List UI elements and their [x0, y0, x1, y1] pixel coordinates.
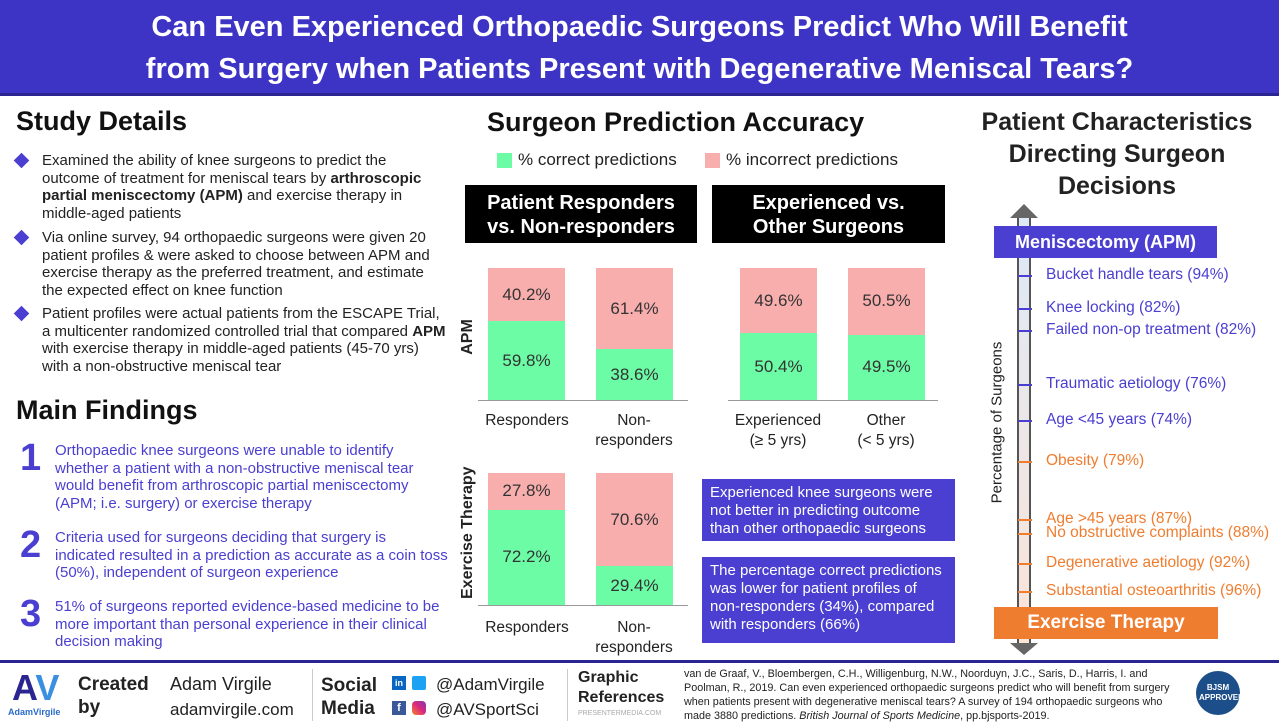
arrow-up-icon: [1010, 204, 1038, 218]
scale-tick: [1018, 519, 1032, 521]
characteristic-item: Bucket handle tears (94%): [1046, 266, 1229, 283]
axis-line: [478, 605, 688, 606]
category-label: Other (< 5 yrs): [857, 412, 915, 449]
characteristic-item: Age <45 years (74%): [1046, 411, 1193, 428]
references-label: References: [578, 689, 665, 706]
scale-tick: [1018, 533, 1032, 535]
handle-twitter[interactable]: @AdamVirgile: [436, 675, 545, 694]
characteristic-item: Failed non-op treatment (82%): [1046, 321, 1257, 338]
characteristic-item: Knee locking (82%): [1046, 299, 1181, 316]
category-label: Responders: [485, 412, 569, 429]
category-label: Non-responders: [595, 619, 673, 656]
bar-segment-correct: 49.5%: [848, 334, 925, 400]
note-responders: The percentage correct predictions was l…: [702, 557, 955, 643]
scale-tick: [1018, 420, 1032, 422]
axis-label: Percentage of Surgeons: [988, 341, 1006, 504]
logo-icon: AV: [12, 667, 60, 708]
stacked-bar: 50.5% 49.5%: [848, 268, 925, 400]
row-label-apm: APM: [459, 319, 476, 355]
reference-citation: van de Graaf, V., Bloembergen, C.H., Wil…: [684, 668, 1170, 722]
title-line-2: from Surgery when Patients Present with …: [145, 53, 1134, 85]
stacked-bar: 27.8% 72.2%: [488, 473, 565, 605]
bjsm-badge: BJSM APPROVED: [1196, 671, 1240, 715]
finding-item: 3 51% of surgeons reported evidence-based…: [20, 593, 440, 650]
bar-segment-correct: 29.4%: [596, 566, 673, 605]
stacked-bar: 70.6% 29.4%: [596, 473, 673, 605]
characteristic-item: Age >45 years (87%): [1046, 510, 1193, 527]
characteristic-item: Obesity (79%): [1046, 452, 1145, 469]
category-label: Experienced (≥ 5 yrs): [734, 412, 822, 449]
legend-incorrect: % incorrect predictions: [705, 150, 898, 170]
social-label: Social: [321, 675, 377, 696]
stacked-bar: 40.2% 59.8%: [488, 268, 565, 400]
bar-segment-incorrect: 61.4%: [596, 268, 673, 350]
scale-tick: [1018, 563, 1032, 565]
bar-segment-incorrect: 40.2%: [488, 268, 565, 322]
bar-segment-incorrect: 27.8%: [488, 473, 565, 510]
axis-line: [728, 400, 938, 401]
created-label: Created: [78, 674, 149, 695]
note-experience: Experienced knee surgeons were not bette…: [702, 479, 955, 541]
by-label: by: [78, 697, 101, 718]
author-site[interactable]: adamvirgile.com: [170, 700, 294, 719]
panel-title-responders: Patient Responders vs. Non-responders: [465, 185, 697, 243]
row-label-exercise: Exercise Therapy: [459, 466, 476, 599]
bar-segment-correct: 72.2%: [488, 509, 565, 605]
finding-item: 1 Orthopaedic knee surgeons were unable t…: [20, 437, 414, 512]
study-bullet: Examined the ability of knee surgeons to…: [16, 152, 446, 222]
header: Can Even Experienced Orthopaedic Surgeon…: [0, 0, 1279, 96]
study-details-heading: Study Details: [16, 106, 188, 136]
finding-item: 2 Criteria used for surgeons deciding tha…: [20, 524, 448, 581]
characteristic-item: No obstructive complaints (88%): [1046, 524, 1270, 541]
divider: [312, 669, 313, 721]
apm-label: Meniscectomy (APM): [994, 226, 1217, 258]
characteristic-item: Substantial osteoarthritis (96%): [1046, 582, 1262, 599]
bar-segment-incorrect: 49.6%: [740, 268, 817, 334]
legend-correct: % correct predictions: [497, 150, 677, 170]
main-findings-heading: Main Findings: [16, 395, 198, 425]
bar-segment-incorrect: 50.5%: [848, 268, 925, 335]
characteristics-heading: Patient Characteristics Directing Surgeon…: [981, 108, 1253, 200]
logo-text: AdamVirgile: [8, 707, 61, 717]
title-line-1: Can Even Experienced Orthopaedic Surgeon…: [151, 11, 1128, 43]
handle-instagram[interactable]: @AVSportSci: [436, 700, 539, 719]
exercise-label: Exercise Therapy: [994, 607, 1218, 639]
scale-arrow-shaft: [1017, 215, 1031, 645]
bar-segment-incorrect: 70.6%: [596, 473, 673, 567]
graphic-label: Graphic: [578, 669, 639, 686]
divider: [567, 669, 568, 721]
bar-segment-correct: 50.4%: [740, 333, 817, 400]
author-name: Adam Virgile: [170, 674, 272, 694]
scale-tick: [1018, 308, 1032, 310]
media-label: Media: [321, 698, 375, 719]
legend-swatch: [497, 152, 512, 168]
instagram-icon[interactable]: [412, 701, 426, 715]
accuracy-heading: Surgeon Prediction Accuracy: [487, 107, 865, 137]
scale-tick: [1018, 275, 1032, 277]
category-label: Non-responders: [595, 412, 673, 449]
facebook-icon[interactable]: f: [392, 701, 406, 715]
study-bullet: Patient profiles were actual patients fr…: [16, 305, 446, 375]
bar-segment-correct: 59.8%: [488, 321, 565, 400]
scale-tick: [1018, 384, 1032, 386]
scale-tick: [1018, 591, 1032, 593]
stacked-bar: 61.4% 38.6%: [596, 268, 673, 400]
twitter-icon[interactable]: [412, 676, 426, 690]
presenter-credit: PRESENTERMEDIA.COM: [578, 710, 662, 717]
bar-segment-correct: 38.6%: [596, 349, 673, 400]
study-bullet: Via online survey, 94 orthopaedic surgeo…: [16, 229, 446, 299]
scale-tick: [1018, 330, 1032, 332]
stacked-bar: 49.6% 50.4%: [740, 268, 817, 400]
panel-title-experience: Experienced vs. Other Surgeons: [712, 185, 945, 243]
axis-line: [478, 400, 688, 401]
characteristic-item: Traumatic aetiology (76%): [1046, 375, 1227, 392]
linkedin-icon[interactable]: in: [392, 676, 406, 690]
category-label: Responders: [485, 619, 569, 636]
characteristic-item: Degenerative aetiology (92%): [1046, 554, 1251, 571]
scale-tick: [1018, 461, 1032, 463]
footer: AV AdamVirgile Created by Adam Virgile a…: [0, 660, 1279, 723]
arrow-down-icon: [1010, 643, 1038, 655]
legend-swatch: [705, 152, 720, 168]
